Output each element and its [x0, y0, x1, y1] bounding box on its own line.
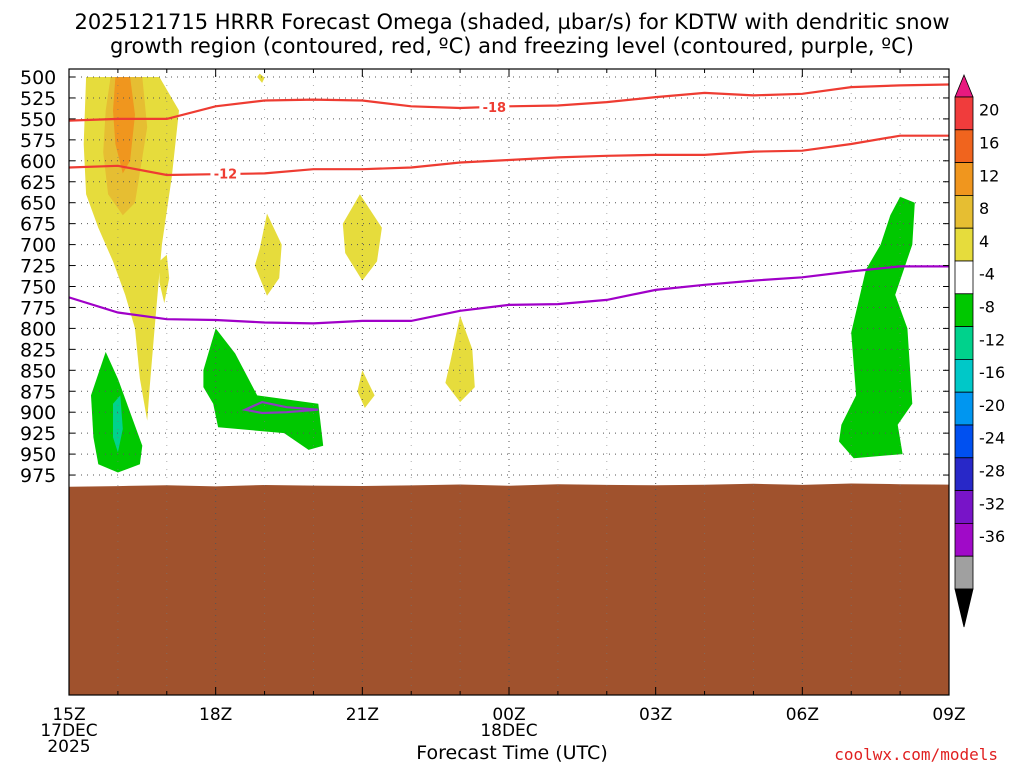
small-freezing-contour — [241, 400, 319, 415]
omega-region-10 — [113, 395, 123, 453]
omega-region-2 — [113, 77, 135, 174]
x-axis-label: Forecast Time (UTC) — [416, 742, 608, 764]
colorbar-segment — [954, 358, 974, 393]
y-tick-label: 950 — [20, 444, 56, 466]
x-tick-label: 15Z — [52, 705, 85, 725]
colorbar-segment — [954, 555, 974, 590]
colorbar-bottom-arrow — [954, 588, 974, 628]
terrain-strip — [69, 483, 949, 695]
grid-lines — [69, 69, 949, 695]
colorbar-label: -16 — [979, 363, 1005, 382]
chart-title-line-1: 2025121715 HRRR Forecast Omega (shaded, … — [74, 10, 950, 34]
colorbar-segment — [954, 523, 974, 557]
omega-region-8 — [257, 73, 265, 83]
y-tick-label: 975 — [20, 465, 56, 487]
contour-label-bg — [210, 165, 241, 182]
y-tick-label: 625 — [20, 172, 56, 194]
freezing-level-line — [69, 265, 949, 325]
x-tick-label: 18Z — [199, 705, 232, 725]
colorbar-label: -8 — [979, 297, 995, 316]
colorbar-top-arrow — [954, 73, 974, 98]
omega-region-7 — [445, 315, 475, 403]
colorbar-segment — [954, 424, 974, 459]
y-tick-label: 575 — [20, 130, 56, 152]
x-tick-label: 21Z — [346, 705, 379, 725]
y-tick-label: 525 — [20, 88, 56, 110]
omega-region-12 — [839, 196, 915, 459]
y-tick-label: 850 — [20, 360, 56, 382]
x-tick-label: 09Z — [932, 705, 965, 725]
colorbar-label: -28 — [979, 461, 1005, 480]
y-tick-label: 925 — [20, 423, 56, 445]
y-tick-label: 725 — [20, 256, 56, 278]
y-tick-label: 675 — [20, 214, 56, 236]
colorbar-segment — [954, 227, 974, 262]
omega-region-6 — [357, 370, 375, 408]
x-tick-label: 06Z — [786, 705, 819, 725]
colorbar-segment — [954, 96, 974, 131]
x-tick-label: 17DEC — [40, 721, 97, 741]
y-tick-label: 875 — [20, 381, 56, 403]
y-tick-label: 750 — [20, 277, 56, 299]
omega-region-3 — [159, 254, 170, 304]
omega-region-11 — [203, 328, 324, 450]
colorbar-label: -12 — [979, 330, 1005, 349]
colorbar-label: 8 — [979, 199, 989, 218]
y-tick-label: 500 — [20, 67, 56, 89]
terrain-layer — [69, 483, 949, 695]
y-tick-label: 800 — [20, 318, 56, 340]
contour-label: -12 — [214, 167, 238, 182]
omega-region-4 — [254, 213, 282, 296]
colorbar-label: -36 — [979, 527, 1005, 546]
colorbar-segment — [954, 293, 974, 327]
omega-shading — [83, 73, 915, 473]
colorbar-segment — [954, 326, 974, 360]
colorbar-segment — [954, 391, 974, 426]
x-tick-label: 00Z — [492, 705, 525, 725]
y-axis-ticks: 5005255505756006256506757007257507758008… — [20, 67, 949, 487]
x-tick-label: 18DEC — [480, 721, 537, 741]
chart-title-line-2: growth region (contoured, red, ºC) and f… — [110, 34, 914, 58]
y-tick-label: 775 — [20, 297, 56, 319]
colorbar-label: 4 — [979, 232, 989, 251]
x-tick-label: 03Z — [639, 705, 672, 725]
colorbar-segment — [954, 194, 974, 229]
colorbar-segment — [954, 260, 974, 295]
contour-label: -18 — [483, 101, 507, 116]
colorbar-label: -32 — [979, 494, 1005, 513]
y-tick-label: 600 — [20, 151, 56, 173]
colorbar-label: -20 — [979, 396, 1005, 415]
colorbar-segment — [954, 457, 974, 491]
watermark-link[interactable]: coolwx.com/models — [834, 745, 998, 764]
y-tick-label: 650 — [20, 193, 56, 215]
colorbar-segment — [954, 162, 974, 196]
colorbar-label: 20 — [979, 101, 999, 120]
x-tick-label: 2025 — [47, 737, 90, 757]
temperature-contours: -18 -12 — [69, 83, 949, 415]
colorbar-segment — [954, 490, 974, 524]
colorbar-label: 16 — [979, 133, 999, 152]
colorbar: 20 16 12 8 4 -4 -8 -12 -16 -20 -24 -28 -32 -36 — [954, 73, 1005, 628]
y-tick-label: 550 — [20, 109, 56, 131]
contour-label-bg — [479, 99, 510, 116]
y-tick-label: 825 — [20, 339, 56, 361]
colorbar-label: -4 — [979, 265, 995, 284]
colorbar-label: -24 — [979, 429, 1005, 448]
y-tick-label: 900 — [20, 402, 56, 424]
colorbar-label: 12 — [979, 166, 999, 185]
colorbar-segment — [954, 129, 974, 164]
y-tick-label: 700 — [20, 235, 56, 257]
